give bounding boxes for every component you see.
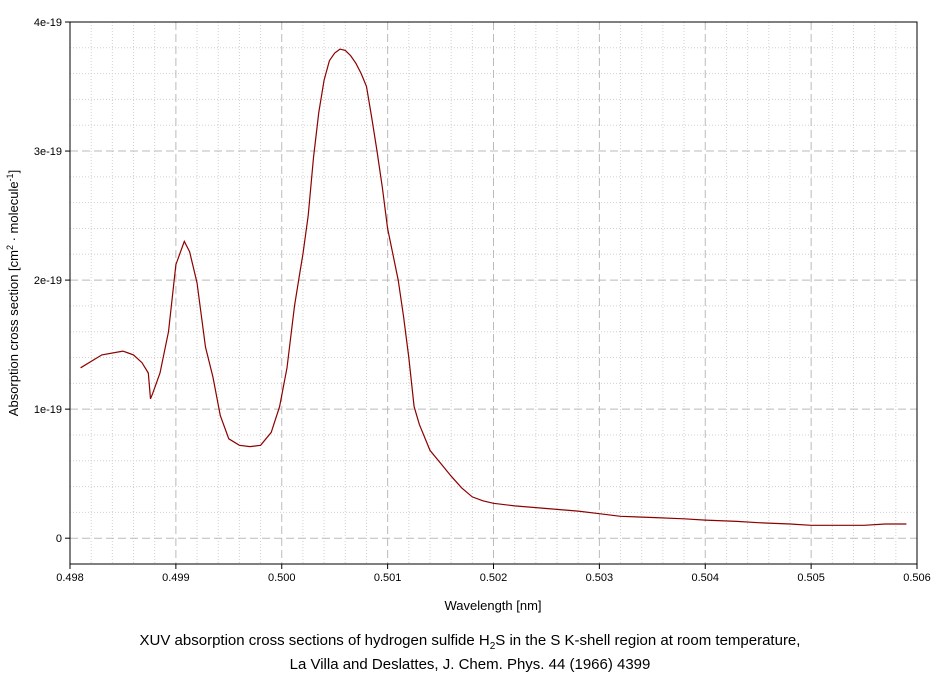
x-tick-label: 0.498	[56, 572, 84, 584]
x-axis-ticks: 0.498 0.499 0.500 0.501 0.502 0.503 0.504 0.505…	[56, 564, 931, 584]
y-axis-ticks: 0 1e-19 2e-19 3e-19 4e-19	[34, 17, 70, 545]
y-tick-label: 4e-19	[34, 17, 62, 29]
y-tick-label: 1e-19	[34, 404, 62, 416]
x-tick-label: 0.501	[374, 572, 402, 584]
x-tick-label: 0.500	[268, 572, 296, 584]
x-tick-label: 0.504	[691, 572, 719, 584]
y-axis-label: Absorption cross section [cm2 · molecule…	[5, 170, 21, 416]
chart-caption-line-1: XUV absorption cross sections of hydroge…	[139, 632, 801, 652]
x-tick-label: 0.503	[586, 572, 614, 584]
chart-caption-line-2: La Villa and Deslattes, J. Chem. Phys. 4…	[289, 656, 651, 673]
major-grid	[70, 22, 917, 564]
y-tick-label: 3e-19	[34, 146, 62, 158]
y-tick-label: 0	[56, 533, 62, 545]
x-tick-label: 0.499	[162, 572, 190, 584]
x-axis-label: Wavelength [nm]	[444, 598, 541, 613]
x-tick-label: 0.505	[797, 572, 825, 584]
y-tick-label: 2e-19	[34, 275, 62, 287]
series-line	[80, 48, 907, 526]
x-tick-label: 0.506	[903, 572, 931, 584]
x-tick-label: 0.502	[480, 572, 508, 584]
